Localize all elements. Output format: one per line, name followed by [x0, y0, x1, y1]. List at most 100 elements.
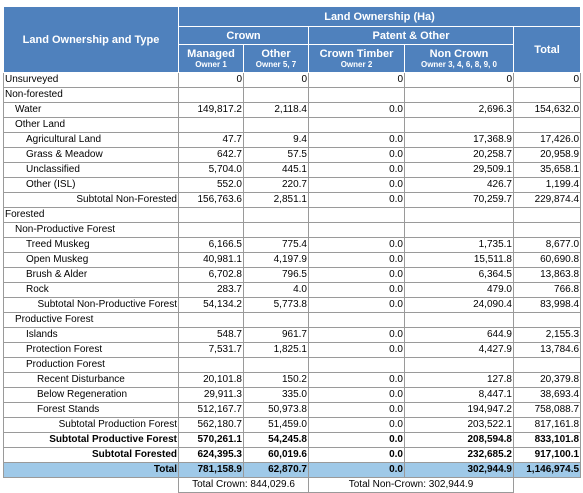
row-label: Total [3, 462, 179, 478]
row-label: Subtotal Production Forest [3, 417, 179, 433]
crown-timber-cell [308, 117, 405, 133]
managed-cell: 642.7 [178, 147, 244, 163]
land-ownership-report: Land Ownership and Type Land Ownership (… [3, 6, 582, 493]
non-crown-cell: 232,685.2 [404, 447, 514, 463]
crown-timber-cell: 0.0 [308, 102, 405, 118]
row-label: Islands [3, 327, 179, 343]
non-crown-cell: 29,509.1 [404, 162, 514, 178]
total-cell: 229,874.4 [512, 192, 582, 208]
other-cell [243, 87, 309, 103]
row-label: Open Muskeg [3, 252, 179, 268]
non-crown-cell [404, 357, 514, 373]
non-crown-cell [404, 312, 514, 328]
non-crown-cell: 17,368.9 [404, 132, 514, 148]
total-cell: 38,693.4 [512, 387, 582, 403]
row-label: Production Forest [3, 357, 179, 373]
managed-cell [178, 117, 244, 133]
managed-cell: 781,158.9 [178, 462, 244, 478]
crown-timber-column-header: Crown Timber Owner 2 [308, 44, 405, 73]
table-row: Subtotal Production Forest 562,180.7 51,45… [3, 417, 582, 433]
other-cell [243, 207, 309, 223]
total-cell: 13,784.6 [512, 342, 582, 358]
table-row: Brush & Alder 6,702.8 796.5 0.0 6,364.5 13,86… [3, 267, 582, 283]
managed-cell: 20,101.8 [178, 372, 244, 388]
table-row: Below Regeneration 29,911.3 335.0 0.0 8,447.… [3, 387, 582, 403]
other-cell: 50,973.8 [243, 402, 309, 418]
managed-cell [178, 312, 244, 328]
other-cell: 4,197.9 [243, 252, 309, 268]
table-row: Protection Forest 7,531.7 1,825.1 0.0 4,427.… [3, 342, 582, 358]
managed-cell [178, 207, 244, 223]
non-crown-cell: 2,696.3 [404, 102, 514, 118]
managed-cell: 6,166.5 [178, 237, 244, 253]
total-cell: 758,088.7 [512, 402, 582, 418]
row-label: Recent Disturbance [3, 372, 179, 388]
non-crown-cell: 20,258.7 [404, 147, 514, 163]
managed-cell: 40,981.1 [178, 252, 244, 268]
crown-timber-cell: 0.0 [308, 267, 405, 283]
footer-spacer-right [514, 478, 581, 493]
total-cell: 20,379.8 [512, 372, 582, 388]
table-row: Grass & Meadow 642.7 57.5 0.0 20,258.7 20,958… [3, 147, 582, 163]
total-cell: 766.8 [512, 282, 582, 298]
table-row: Productive Forest [3, 312, 582, 328]
non-crown-cell [404, 87, 514, 103]
row-label: Subtotal Productive Forest [3, 432, 179, 448]
managed-cell: 7,531.7 [178, 342, 244, 358]
non-crown-cell [404, 207, 514, 223]
table-row: Other (ISL) 552.0 220.7 0.0 426.7 1,199.4 [3, 177, 582, 193]
table-row: Subtotal Forested 624,395.3 60,019.6 0.0 232… [3, 447, 582, 463]
total-cell [512, 207, 582, 223]
crown-timber-cell: 0.0 [308, 447, 405, 463]
non-crown-cell: 644.9 [404, 327, 514, 343]
crown-timber-cell: 0.0 [308, 342, 405, 358]
row-label: Other (ISL) [3, 177, 179, 193]
table-row: Subtotal Non-Productive Forest 54,134.2 5,… [3, 297, 582, 313]
managed-cell: 624,395.3 [178, 447, 244, 463]
table-row: Water 149,817.2 2,118.4 0.0 2,696.3 154,632.0 [3, 102, 582, 118]
crown-timber-cell: 0.0 [308, 177, 405, 193]
table-row: Forest Stands 512,167.7 50,973.8 0.0 194,947… [3, 402, 582, 418]
table-row: Unsurveyed 0 0 0 0 0 [3, 72, 582, 88]
managed-cell: 5,704.0 [178, 162, 244, 178]
table-row: Forested [3, 207, 582, 223]
crown-timber-cell: 0.0 [308, 147, 405, 163]
total-cell: 1,146,974.5 [512, 462, 582, 478]
other-cell: 54,245.8 [243, 432, 309, 448]
managed-column-header: Managed Owner 1 [178, 44, 244, 73]
crown-timber-cell [308, 87, 405, 103]
managed-cell: 29,911.3 [178, 387, 244, 403]
other-cell: 57.5 [243, 147, 309, 163]
non-crown-cell: 70,259.7 [404, 192, 514, 208]
total-cell: 1,199.4 [512, 177, 582, 193]
crown-timber-cell: 0.0 [308, 162, 405, 178]
header-row-title: Land Ownership and Type Land Ownership (… [3, 6, 582, 73]
total-cell: 83,998.4 [512, 297, 582, 313]
total-cell: 60,690.8 [512, 252, 582, 268]
other-cell: 220.7 [243, 177, 309, 193]
managed-cell [178, 222, 244, 238]
patent-other-group-header: Patent & Other [308, 26, 514, 45]
total-column-header: Total [512, 26, 582, 73]
crown-timber-cell: 0 [308, 72, 405, 88]
other-cell [243, 312, 309, 328]
other-cell: 9.4 [243, 132, 309, 148]
other-cell: 5,773.8 [243, 297, 309, 313]
managed-cell: 570,261.1 [178, 432, 244, 448]
crown-timber-cell [308, 357, 405, 373]
row-label: Productive Forest [3, 312, 179, 328]
row-label: Subtotal Forested [3, 447, 179, 463]
non-crown-cell: 208,594.8 [404, 432, 514, 448]
managed-cell: 552.0 [178, 177, 244, 193]
managed-cell: 548.7 [178, 327, 244, 343]
other-cell [243, 222, 309, 238]
total-cell: 917,100.1 [512, 447, 582, 463]
managed-cell: 156,763.6 [178, 192, 244, 208]
managed-cell: 512,167.7 [178, 402, 244, 418]
non-crown-cell: 4,427.9 [404, 342, 514, 358]
total-cell: 35,658.1 [512, 162, 582, 178]
crown-timber-cell: 0.0 [308, 462, 405, 478]
row-label: Water [3, 102, 179, 118]
non-crown-cell [404, 222, 514, 238]
row-label: Protection Forest [3, 342, 179, 358]
